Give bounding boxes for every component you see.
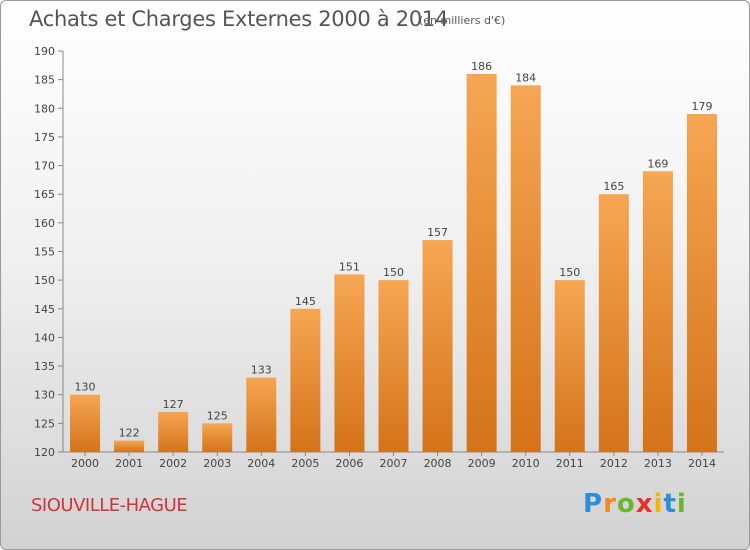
- y-tick-label: 125: [34, 417, 55, 430]
- proxiti-logo: Proxiti: [583, 489, 687, 519]
- y-tick-label: 180: [34, 102, 55, 115]
- x-tick-label: 2000: [71, 457, 99, 470]
- bar-2004: [246, 377, 277, 452]
- x-tick-label: 2010: [512, 457, 540, 470]
- y-tick-label: 175: [34, 131, 55, 144]
- y-tick-label: 190: [34, 45, 55, 58]
- bar-2005: [290, 308, 321, 452]
- value-label: 157: [427, 226, 448, 239]
- x-tick-label: 2008: [424, 457, 452, 470]
- bar-2001: [114, 440, 145, 452]
- bar-2002: [158, 411, 189, 452]
- y-tick-label: 140: [34, 331, 55, 344]
- value-label: 145: [295, 295, 316, 308]
- value-label: 127: [163, 398, 184, 411]
- bar-2006: [334, 274, 365, 452]
- x-tick-label: 2005: [291, 457, 319, 470]
- x-tick-label: 2007: [380, 457, 408, 470]
- x-tick-label: 2012: [600, 457, 628, 470]
- x-tick-label: 2011: [556, 457, 584, 470]
- x-tick-label: 2003: [203, 457, 231, 470]
- value-label: 150: [559, 266, 580, 279]
- y-tick-label: 120: [34, 446, 55, 459]
- value-label: 186: [471, 60, 492, 73]
- value-label: 122: [119, 427, 140, 440]
- data-labels: 130 122 127 125 133 145 151 150 157 186 184 150 165 1…: [75, 60, 713, 440]
- bar-2011: [554, 280, 585, 452]
- value-label: 151: [339, 260, 360, 273]
- y-tick-label: 170: [34, 160, 55, 173]
- y-tick-label: 150: [34, 274, 55, 287]
- value-label: 133: [251, 364, 272, 377]
- value-label: 130: [75, 381, 96, 394]
- x-tick-label: 2004: [247, 457, 275, 470]
- bar-2013: [642, 171, 673, 453]
- y-tick-label: 130: [34, 389, 55, 402]
- y-tick-label: 155: [34, 246, 55, 259]
- bar-2007: [378, 280, 409, 452]
- value-label: 184: [515, 71, 536, 84]
- commune-name: SIOUVILLE-HAGUE: [31, 495, 188, 516]
- x-tick-label: 2013: [644, 457, 672, 470]
- y-tick-label: 160: [34, 217, 55, 230]
- chart-title: Achats et Charges Externes 2000 à 2014: [29, 7, 449, 31]
- bar-2000: [70, 394, 101, 452]
- x-tick-label: 2009: [468, 457, 496, 470]
- bar-2014: [686, 114, 717, 452]
- x-tick-label: 2002: [159, 457, 187, 470]
- value-label: 165: [603, 180, 624, 193]
- axes: 120 125 130 135 140 145 150 155 160 165 170 175 180 1…: [34, 45, 724, 470]
- chart-subtitle: (en milliers d'€): [419, 14, 506, 27]
- value-label: 179: [691, 100, 712, 113]
- x-tick-label: 2001: [115, 457, 143, 470]
- bar-2008: [422, 240, 453, 452]
- x-tick-label: 2006: [335, 457, 363, 470]
- y-tick-label: 135: [34, 360, 55, 373]
- value-label: 150: [383, 266, 404, 279]
- y-tick-label: 165: [34, 188, 55, 201]
- y-tick-label: 145: [34, 303, 55, 316]
- x-tick-label: 2014: [688, 457, 716, 470]
- bar-2010: [510, 85, 541, 452]
- bar-2003: [202, 423, 233, 452]
- value-label: 169: [647, 157, 668, 170]
- bar-2009: [466, 73, 497, 453]
- value-label: 125: [207, 409, 228, 422]
- bar-2012: [598, 194, 629, 452]
- y-tick-label: 185: [34, 74, 55, 87]
- bars: [70, 73, 717, 453]
